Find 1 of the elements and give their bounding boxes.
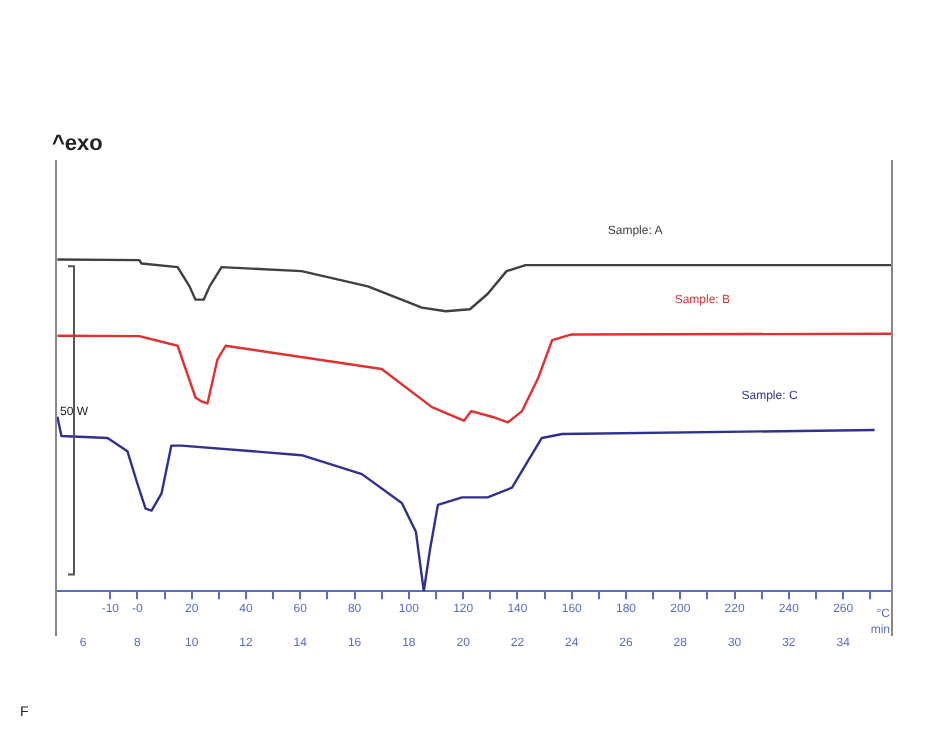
text: ^exo bbox=[52, 132, 104, 157]
